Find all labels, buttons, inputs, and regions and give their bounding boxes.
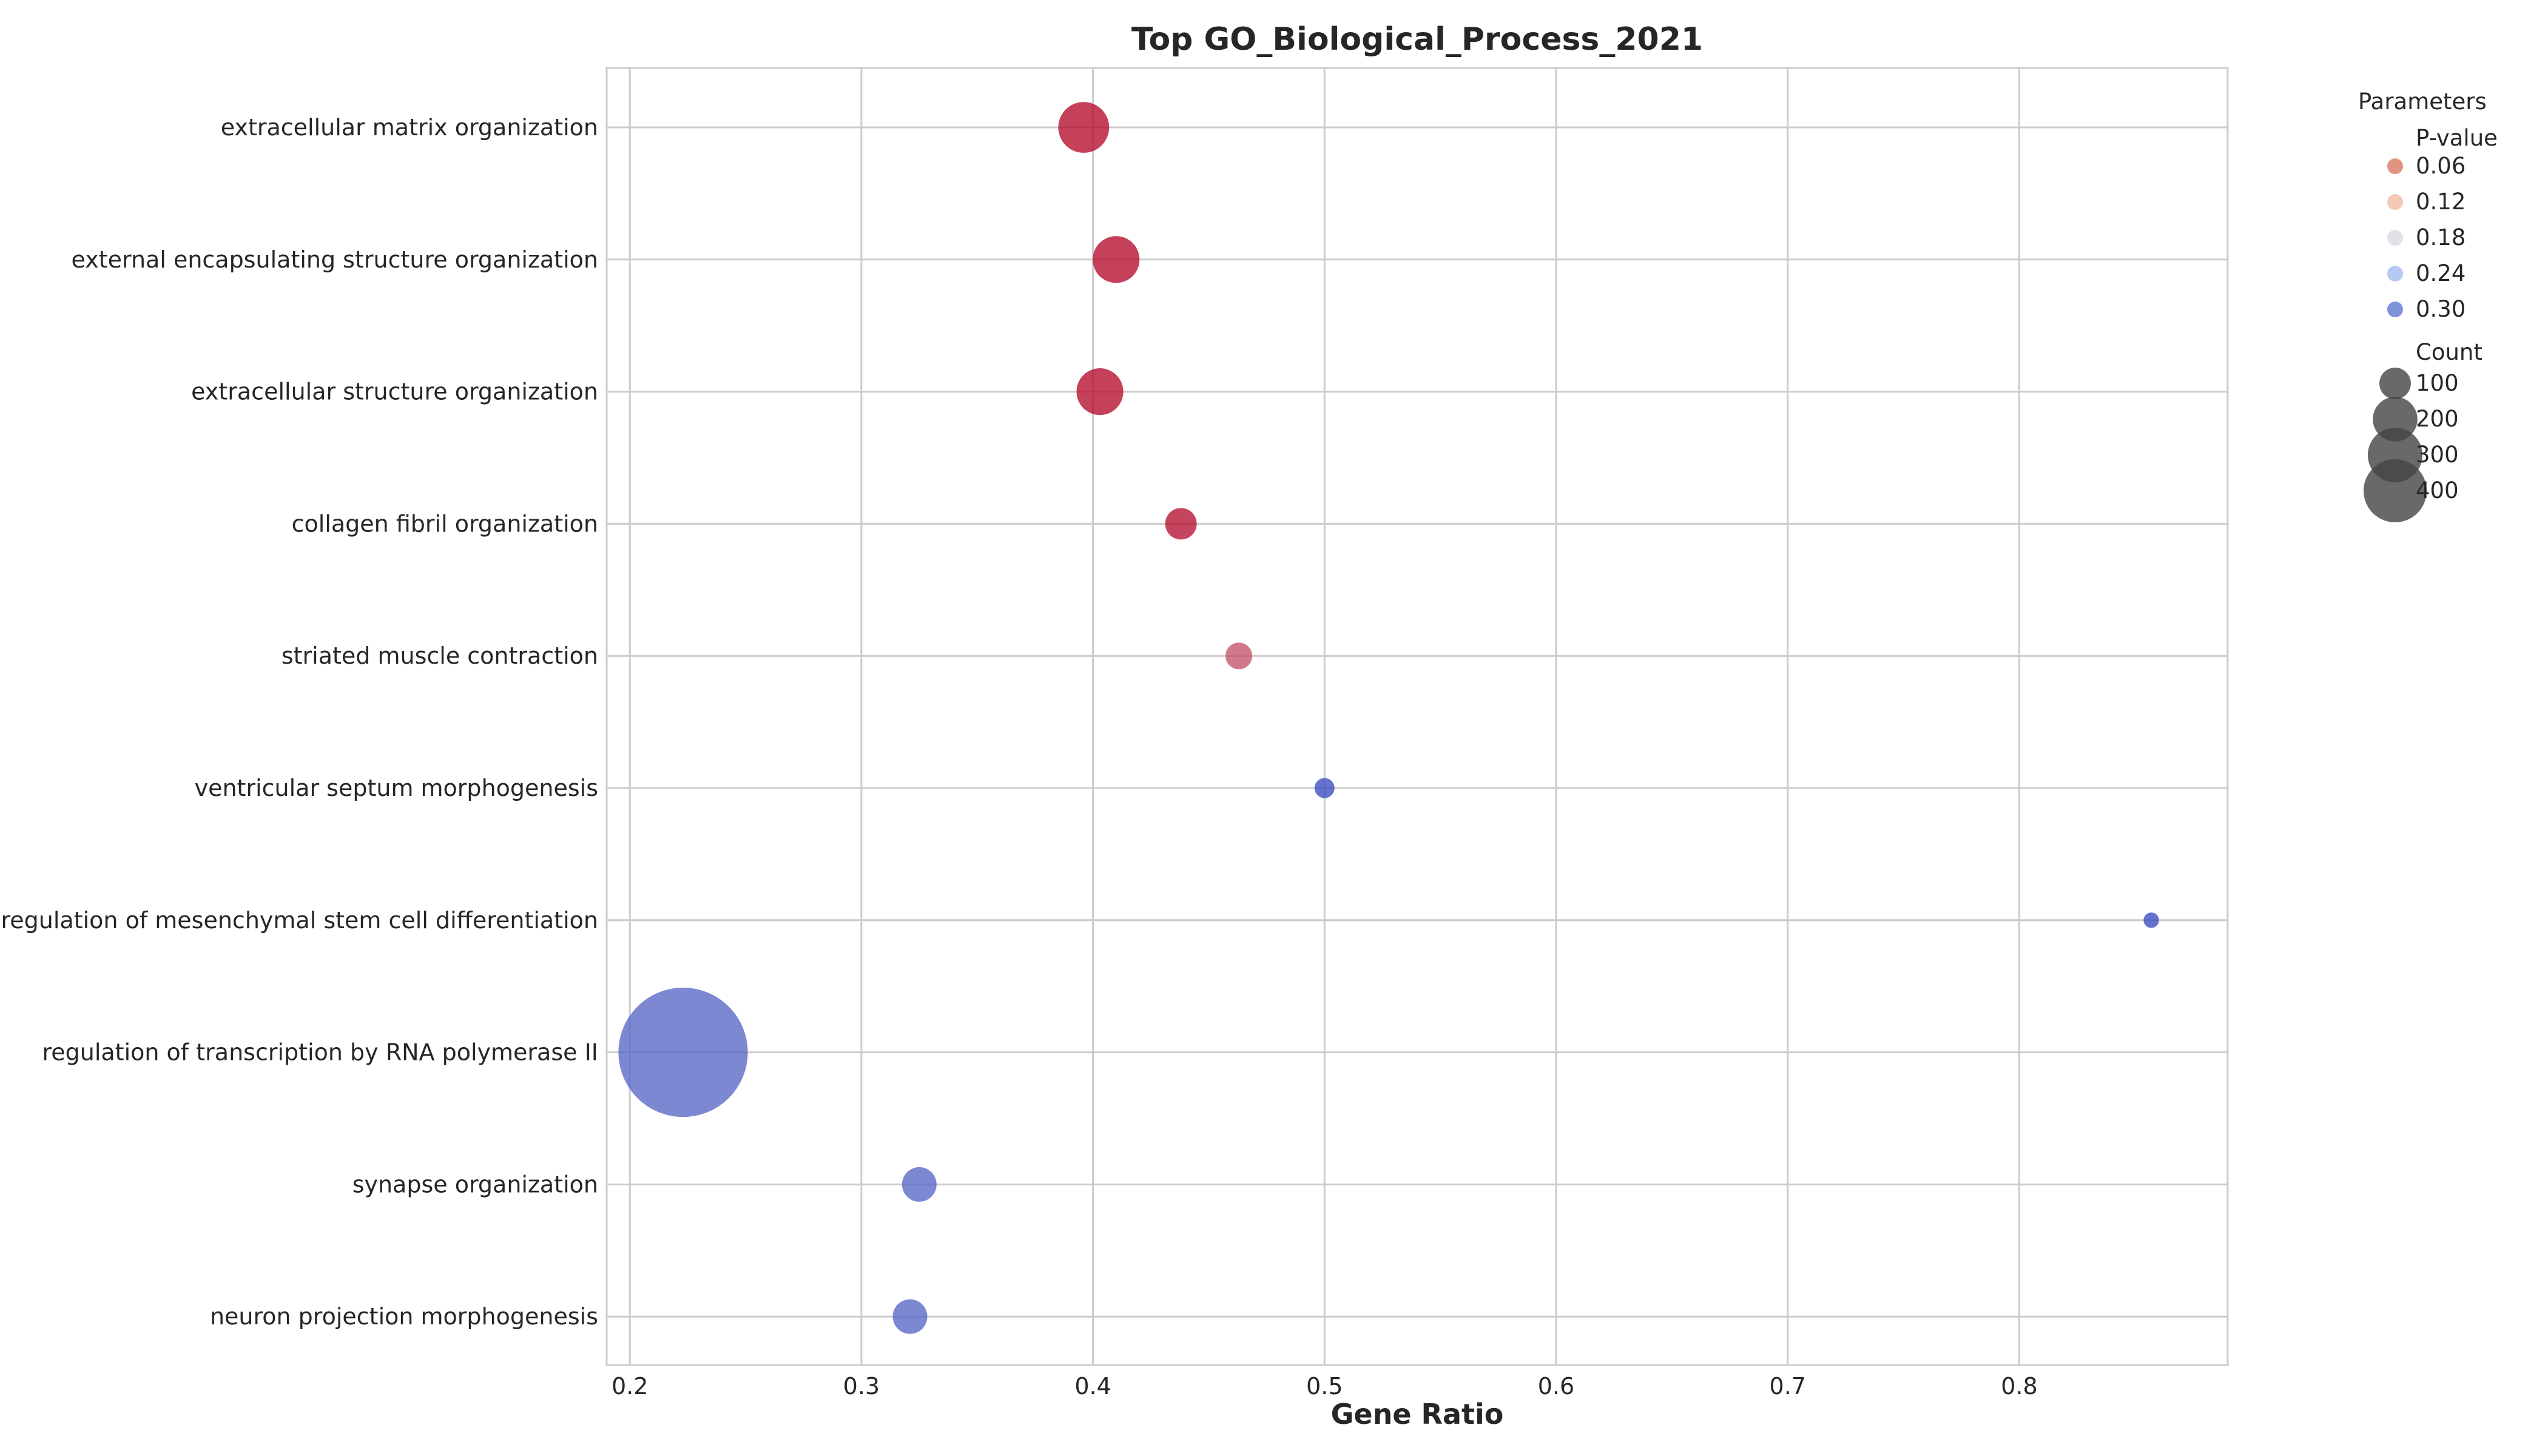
- data-point: [892, 1299, 928, 1334]
- legend-title: Parameters: [2358, 89, 2487, 115]
- chart-title: Top GO_Biological_Process_2021: [1131, 21, 1703, 58]
- x-tick-label: 0.2: [612, 1373, 648, 1400]
- y-tick-label: ventricular septum morphogenesis: [195, 775, 598, 801]
- y-tick-label: synapse organization: [352, 1171, 598, 1198]
- legend-color-label: 0.06: [2416, 153, 2465, 179]
- plot-area-frame: [605, 67, 2229, 1366]
- y-tick-label: collagen fibril organization: [292, 510, 598, 537]
- data-point: [1058, 102, 1110, 153]
- y-tick-label: extracellular structure organization: [191, 379, 598, 405]
- y-tick-label: regulation of mesenchymal stem cell diff…: [1, 907, 598, 934]
- legend-size-marker: [2379, 368, 2411, 399]
- legend-color-marker: [2387, 194, 2403, 210]
- x-tick-label: 0.7: [1770, 1373, 1806, 1400]
- y-tick-label: external encapsulating structure organiz…: [72, 246, 598, 273]
- data-point: [1093, 236, 1140, 283]
- legend-color-marker: [2387, 158, 2403, 174]
- data-point: [1076, 368, 1124, 416]
- legend-color-label: 0.24: [2416, 260, 2465, 286]
- data-point: [1225, 642, 1253, 670]
- legend-size-label: 400: [2416, 477, 2459, 504]
- legend-color-label: 0.30: [2416, 296, 2465, 322]
- data-point: [2143, 912, 2159, 928]
- y-tick-label: regulation of transcription by RNA polym…: [42, 1039, 598, 1066]
- data-point: [618, 988, 748, 1117]
- x-axis-title: Gene Ratio: [1331, 1398, 1504, 1431]
- y-tick-label: neuron projection morphogenesis: [210, 1303, 598, 1330]
- x-tick-label: 0.6: [1538, 1373, 1574, 1400]
- data-point: [1314, 778, 1335, 798]
- legend-items: 0.06 0.12 0.18 0.24 0.30 100 200 300 400: [2364, 153, 2465, 522]
- legend-size-label: 200: [2416, 406, 2459, 432]
- data-points: [618, 102, 2159, 1334]
- legend: Parameters P-value Count 0.06 0.12 0.18 0.2…: [2358, 89, 2498, 522]
- legend-color-label: 0.18: [2416, 224, 2465, 251]
- x-tick-label: 0.5: [1306, 1373, 1343, 1400]
- x-axis-tick-labels: 0.2 0.3 0.4 0.5 0.6 0.7 0.8: [612, 1373, 2038, 1400]
- legend-size-title: Count: [2416, 339, 2482, 365]
- legend-color-marker: [2387, 302, 2403, 317]
- legend-size-label: 100: [2416, 370, 2459, 396]
- data-point: [1165, 508, 1197, 540]
- x-tick-label: 0.4: [1074, 1373, 1111, 1400]
- data-point: [902, 1167, 937, 1202]
- legend-size-label: 300: [2416, 442, 2459, 468]
- x-tick-label: 0.8: [2001, 1373, 2037, 1400]
- legend-size-marker: [2364, 459, 2427, 522]
- y-axis-category-labels: extracellular matrix organization externa…: [1, 114, 598, 1330]
- x-tick-label: 0.3: [843, 1373, 880, 1400]
- legend-color-marker: [2387, 230, 2403, 246]
- grid-lines: [607, 68, 2228, 1365]
- y-tick-label: extracellular matrix organization: [221, 114, 598, 141]
- y-tick-label: striated muscle contraction: [281, 642, 598, 669]
- legend-color-marker: [2387, 266, 2403, 281]
- legend-color-title: P-value: [2416, 125, 2498, 151]
- legend-color-label: 0.12: [2416, 189, 2465, 215]
